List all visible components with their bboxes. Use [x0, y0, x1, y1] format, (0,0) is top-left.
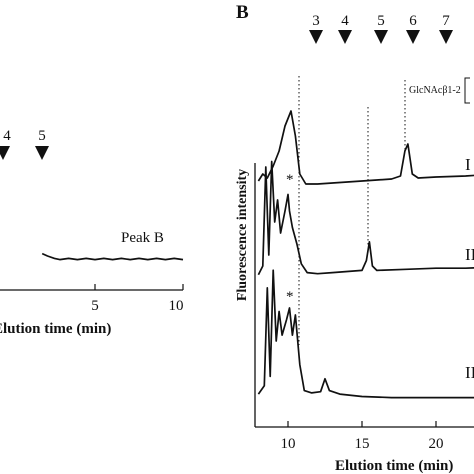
panel-b-tick-label-15: 15 [355, 436, 370, 452]
panel-a-marker-label-5: 5 [38, 128, 46, 144]
panel-b-marker-3 [309, 30, 323, 44]
panel-b-x-axis-title: Elution time (min) [335, 458, 453, 474]
panel-b-marker-label-5: 5 [377, 13, 385, 29]
panel-b-asterisk-ii: * [286, 172, 294, 188]
panel-a: 5 10 Elution time (min) 4 5 Peak B [0, 128, 184, 337]
panel-b-trace-label-iii: III [465, 363, 474, 382]
panel-b-trace-label-ii: II [465, 245, 474, 264]
panel-b: B Fluorescence intensity 10 15 20 Elutio… [235, 2, 474, 474]
panel-b-asterisk-iii: * [286, 289, 294, 305]
panel-a-marker-4 [0, 146, 10, 160]
panel-b-trace-iii [257, 269, 474, 399]
panel-b-marker-7 [439, 30, 453, 44]
panel-a-markers: 4 5 [0, 128, 49, 160]
panel-b-tick-label-20: 20 [429, 436, 444, 452]
panel-b-y-axis-title: Fluorescence intensity [235, 169, 250, 301]
panel-b-tick-label-10: 10 [281, 436, 296, 452]
panel-b-trace-ii [257, 160, 474, 276]
panel-b-marker-label-3: 3 [312, 13, 320, 29]
panel-b-label: B [236, 2, 249, 23]
panel-b-trace-i [257, 110, 474, 185]
panel-a-trace-label: Peak B [121, 230, 164, 246]
panel-b-trace-label-i: I [465, 155, 471, 174]
panel-b-structure-annotation: GlcNAcβ1-2 [409, 77, 470, 104]
panel-a-x-axis-title: Elution time (min) [0, 321, 111, 337]
panel-a-marker-5 [35, 146, 49, 160]
panel-b-structure-label: GlcNAcβ1-2 [409, 85, 461, 96]
panel-b-marker-label-7: 7 [442, 13, 450, 29]
panel-a-tick-label-5: 5 [91, 298, 99, 314]
panel-b-marker-label-4: 4 [341, 13, 349, 29]
panel-b-structure-bracket [464, 77, 470, 104]
panel-b-marker-6 [406, 30, 420, 44]
panel-a-tick-label-10: 10 [169, 298, 184, 314]
panel-b-marker-5 [374, 30, 388, 44]
panel-b-marker-label-6: 6 [409, 13, 417, 29]
panel-b-marker-4 [338, 30, 352, 44]
panel-b-markers: 3 4 5 6 7 [309, 13, 453, 44]
panel-a-marker-label-4: 4 [3, 128, 11, 144]
panel-a-trace-peak-b [41, 252, 184, 261]
